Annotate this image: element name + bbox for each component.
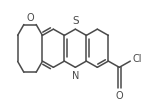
Text: S: S (72, 16, 79, 26)
Text: N: N (72, 71, 79, 81)
Text: Cl: Cl (132, 54, 142, 64)
Text: O: O (26, 13, 34, 23)
Text: O: O (115, 91, 123, 101)
